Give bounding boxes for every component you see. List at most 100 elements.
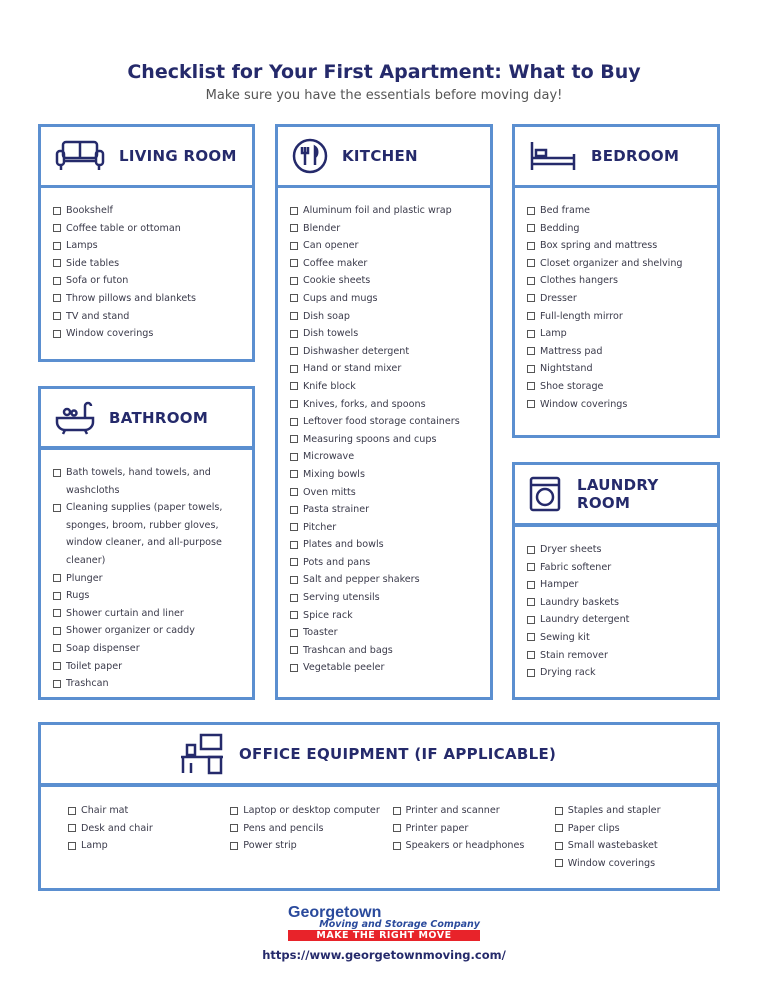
checkbox[interactable] (290, 241, 298, 250)
checklist-item: Coffee maker (290, 255, 490, 273)
checkbox[interactable] (527, 563, 535, 572)
checkbox[interactable] (68, 824, 76, 833)
checkbox[interactable] (290, 628, 298, 637)
checklist-item: Window coverings (527, 396, 717, 414)
checkbox[interactable] (290, 540, 298, 549)
checkbox[interactable] (527, 633, 535, 642)
checkbox[interactable] (554, 859, 563, 868)
checkbox[interactable] (290, 593, 298, 602)
checkbox[interactable] (554, 806, 563, 815)
checkbox[interactable] (53, 329, 61, 338)
checkbox[interactable] (527, 668, 535, 677)
checkbox[interactable] (230, 841, 239, 850)
checkbox[interactable] (290, 452, 298, 461)
checkbox[interactable] (68, 806, 76, 815)
item-label: Shower curtain and liner (66, 607, 184, 619)
checkbox[interactable] (290, 488, 298, 496)
checkbox[interactable] (290, 400, 298, 409)
checkbox[interactable] (527, 598, 535, 607)
item-label: Laptop or desktop computer (243, 805, 380, 816)
checkbox[interactable] (290, 224, 298, 233)
checkbox[interactable] (53, 591, 61, 600)
checkbox[interactable] (53, 609, 61, 618)
checkbox[interactable] (290, 417, 298, 426)
checkbox[interactable] (527, 276, 535, 285)
checkbox[interactable] (392, 841, 401, 850)
checkbox[interactable] (53, 574, 61, 583)
website-link[interactable]: https://www.georgetownmoving.com/ (262, 948, 506, 962)
checkbox[interactable] (53, 468, 61, 477)
checkbox[interactable] (290, 646, 298, 655)
checkbox[interactable] (392, 806, 401, 815)
checkbox[interactable] (290, 575, 298, 584)
checkbox[interactable] (290, 558, 298, 567)
checkbox[interactable] (527, 615, 535, 624)
checkbox[interactable] (53, 679, 61, 688)
checklist-item: Toaster (290, 624, 490, 642)
checkbox[interactable] (230, 824, 239, 833)
item-label: Blender (303, 222, 341, 234)
checkbox[interactable] (527, 259, 535, 268)
checkbox[interactable] (527, 294, 535, 303)
checkbox[interactable] (290, 294, 298, 303)
logo-name: Georgetown (288, 904, 382, 921)
checklist-item: Bath towels, hand towels, and washcloths (53, 464, 252, 499)
checkbox[interactable] (290, 206, 298, 215)
checkbox[interactable] (527, 382, 535, 391)
checkbox[interactable] (527, 545, 535, 554)
checkbox[interactable] (290, 259, 298, 268)
checkbox[interactable] (290, 364, 298, 373)
checkbox[interactable] (527, 400, 535, 409)
checkbox[interactable] (53, 259, 61, 268)
item-label: Dish towels (303, 328, 359, 340)
checkbox[interactable] (527, 224, 535, 233)
checkbox[interactable] (554, 841, 563, 850)
checkbox[interactable] (290, 470, 298, 479)
checkbox[interactable] (527, 329, 535, 338)
page-subtitle: Make sure you have the essentials before… (205, 88, 563, 103)
checkbox[interactable] (527, 651, 535, 660)
checkbox[interactable] (53, 276, 61, 285)
checkbox[interactable] (290, 329, 298, 338)
checklist-item: Window coverings (53, 325, 252, 343)
checklist-item: Sofa or futon (53, 272, 252, 290)
checkbox[interactable] (290, 435, 298, 444)
checkbox[interactable] (53, 662, 61, 671)
item-label: Power strip (243, 840, 297, 852)
checkbox[interactable] (53, 241, 61, 250)
checkbox[interactable] (290, 663, 298, 672)
item-label: Dish soap (303, 310, 351, 322)
checkbox[interactable] (53, 503, 61, 512)
item-label: Plates and bowls (303, 539, 384, 551)
item-label: Drying rack (540, 667, 596, 679)
office-column: Printer and scanner Printer paper Speakers… (392, 802, 555, 872)
checkbox[interactable] (290, 312, 298, 321)
checkbox[interactable] (290, 276, 298, 285)
checklist-item: Mattress pad (527, 343, 717, 361)
checkbox[interactable] (53, 644, 61, 653)
checkbox[interactable] (527, 347, 535, 356)
item-label: Shoe storage (540, 380, 604, 392)
checkbox[interactable] (527, 241, 535, 250)
checkbox[interactable] (290, 382, 298, 391)
checkbox[interactable] (527, 312, 535, 321)
item-label: Leftover food storage containers (303, 416, 460, 428)
checkbox[interactable] (53, 312, 61, 321)
checkbox[interactable] (230, 806, 239, 815)
checkbox[interactable] (527, 364, 535, 373)
checkbox[interactable] (527, 580, 535, 589)
checkbox[interactable] (290, 505, 298, 514)
checkbox[interactable] (53, 626, 61, 635)
checkbox[interactable] (290, 523, 298, 532)
checkbox[interactable] (68, 841, 76, 850)
item-label: Chair mat (81, 805, 129, 816)
checkbox[interactable] (290, 347, 298, 356)
checkbox[interactable] (554, 824, 563, 833)
checkbox[interactable] (290, 611, 298, 620)
checkbox[interactable] (392, 824, 401, 833)
checkbox[interactable] (53, 294, 61, 303)
checkbox[interactable] (53, 206, 61, 215)
checkbox[interactable] (527, 206, 535, 215)
checkbox[interactable] (53, 224, 61, 233)
washing-machine-icon (529, 476, 561, 512)
